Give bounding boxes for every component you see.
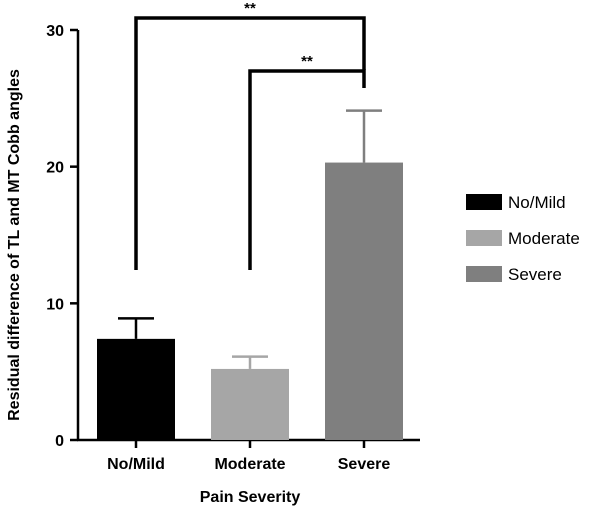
significance-label: ** (301, 53, 313, 70)
y-ticks: 0 10 20 30 (46, 23, 78, 450)
legend: No/Mild Moderate Severe (466, 193, 580, 284)
y-axis-title: Residual difference of TL and MT Cobb an… (6, 69, 23, 421)
significance-bracket (248, 69, 366, 270)
legend-swatch (466, 230, 502, 246)
bars (97, 109, 403, 441)
x-tick-label: No/Mild (107, 456, 165, 473)
x-axis-title: Pain Severity (200, 489, 301, 506)
plot-area: 0 10 20 30 No/Mild Moderate Severe ** ** (46, 0, 420, 473)
legend-label: Moderate (508, 229, 580, 248)
significance-brackets: ** ** (134, 0, 366, 270)
bar (211, 368, 289, 440)
y-tick-label: 10 (46, 296, 64, 313)
x-tick-label: Moderate (214, 456, 285, 473)
x-tick-labels: No/Mild Moderate Severe (107, 440, 390, 473)
y-tick-label: 20 (46, 160, 64, 177)
significance-bracket (134, 16, 366, 270)
legend-label: Severe (508, 265, 562, 284)
y-tick-label: 0 (55, 433, 64, 450)
y-tick-label: 30 (46, 23, 64, 40)
legend-label: No/Mild (508, 193, 566, 212)
legend-swatch (466, 194, 502, 210)
legend-swatch (466, 266, 502, 282)
bar (325, 162, 403, 441)
significance-label: ** (244, 0, 256, 17)
x-tick-label: Severe (338, 456, 391, 473)
bar (97, 338, 175, 440)
